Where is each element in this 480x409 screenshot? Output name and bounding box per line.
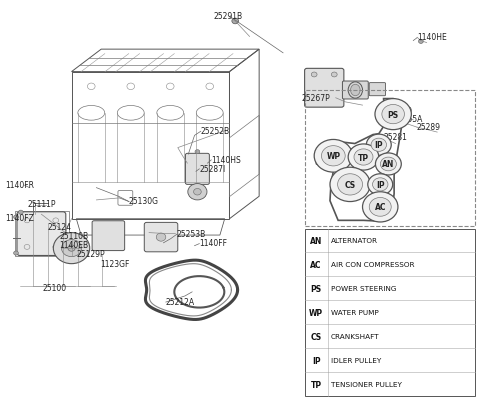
Text: PS: PS [387,110,399,119]
Circle shape [337,174,362,196]
Text: TP: TP [311,380,322,389]
Text: 25252B: 25252B [201,127,230,136]
Text: 25212A: 25212A [166,297,195,306]
FancyBboxPatch shape [144,223,178,252]
Circle shape [322,146,345,166]
Text: ALTERNATOR: ALTERNATOR [331,238,378,244]
Text: 25287I: 25287I [199,164,226,173]
Circle shape [331,73,337,78]
Circle shape [375,153,401,175]
Ellipse shape [348,83,362,99]
Text: 1140EB: 1140EB [59,241,88,250]
Circle shape [156,234,166,242]
Text: 1140FF: 1140FF [199,239,228,248]
Circle shape [61,240,82,257]
Circle shape [13,252,18,256]
Text: 1140HS: 1140HS [211,155,241,164]
Text: 25289: 25289 [416,123,440,132]
Text: 1140FR: 1140FR [5,180,35,189]
Circle shape [330,168,370,202]
Text: WATER PUMP: WATER PUMP [331,310,379,315]
Circle shape [348,144,379,171]
Text: 25124: 25124 [48,222,72,231]
Circle shape [312,73,317,78]
Circle shape [232,19,239,25]
Text: 25267P: 25267P [301,94,330,103]
Text: WP: WP [326,152,340,161]
Circle shape [366,135,391,156]
Text: 25155A: 25155A [393,115,422,124]
Text: PS: PS [311,284,322,293]
Text: CS: CS [345,180,356,189]
Circle shape [371,139,386,152]
Circle shape [314,140,352,173]
FancyBboxPatch shape [342,82,368,100]
Circle shape [368,174,393,196]
Text: IP: IP [374,141,383,150]
Text: IDLER PULLEY: IDLER PULLEY [331,357,381,363]
Circle shape [369,198,391,217]
Circle shape [375,99,411,130]
Circle shape [193,189,201,196]
Text: 25129P: 25129P [76,250,105,259]
Text: 25291B: 25291B [214,12,243,21]
Circle shape [13,216,18,220]
FancyBboxPatch shape [305,229,475,396]
Text: AN: AN [310,236,322,245]
Text: 23129: 23129 [388,106,412,115]
Circle shape [362,192,398,222]
FancyBboxPatch shape [305,69,344,108]
Circle shape [380,158,396,171]
Text: 25281: 25281 [384,133,408,142]
Circle shape [372,178,388,191]
Circle shape [419,40,423,44]
Text: TENSIONER PULLEY: TENSIONER PULLEY [331,381,402,387]
FancyBboxPatch shape [92,221,125,251]
Text: CS: CS [311,332,322,341]
Circle shape [382,105,405,124]
Circle shape [68,245,75,252]
Circle shape [195,150,200,154]
FancyBboxPatch shape [17,212,66,256]
Ellipse shape [350,85,360,97]
Circle shape [53,233,90,264]
Text: 1140HE: 1140HE [417,33,447,42]
Text: 25130G: 25130G [129,197,159,206]
Text: 25110B: 25110B [59,232,88,241]
Text: 25253B: 25253B [177,229,206,238]
Text: AN: AN [382,160,395,169]
Text: 25100: 25100 [43,283,67,292]
Text: IP: IP [376,180,384,189]
Text: 25111P: 25111P [27,199,56,208]
Text: 1140FZ: 1140FZ [5,213,35,222]
Text: AC: AC [374,203,386,212]
Text: 1123GF: 1123GF [100,259,130,268]
FancyBboxPatch shape [185,154,209,185]
Circle shape [188,184,207,200]
Text: 25280T: 25280T [336,148,364,157]
Text: POWER STEERING: POWER STEERING [331,285,396,292]
Circle shape [354,150,373,166]
Text: WP: WP [309,308,323,317]
Circle shape [18,211,23,215]
Text: TP: TP [358,153,369,162]
FancyBboxPatch shape [369,83,385,97]
Text: AC: AC [311,260,322,269]
Text: AIR CON COMPRESSOR: AIR CON COMPRESSOR [331,262,414,268]
Text: CRANKSHAFT: CRANKSHAFT [331,333,379,339]
Text: IP: IP [312,356,321,365]
